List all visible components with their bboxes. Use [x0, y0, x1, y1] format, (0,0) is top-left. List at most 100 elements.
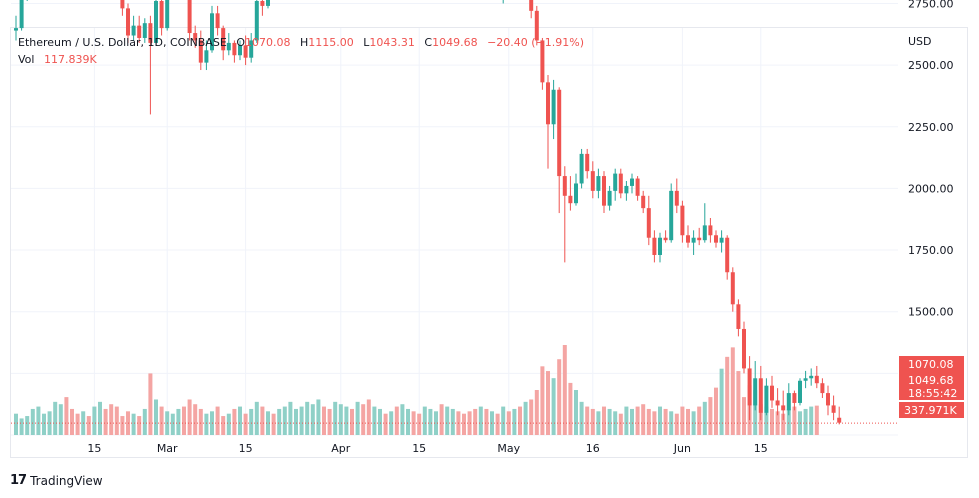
volume-bar — [254, 401, 259, 435]
candle-body — [814, 375, 819, 384]
volume-bar — [25, 416, 30, 435]
open-value: 1070.08 — [244, 36, 291, 49]
volume-bar — [383, 413, 388, 435]
candle-body — [215, 13, 220, 29]
volume-bar — [142, 408, 147, 435]
candle-body — [747, 368, 752, 406]
time-tick-label: 15 — [412, 442, 426, 455]
time-tick-label: Mar — [157, 442, 178, 455]
volume-bar — [19, 418, 24, 435]
volume-bar — [434, 411, 438, 435]
candle-body — [742, 328, 746, 369]
volume-bar — [170, 413, 175, 435]
candle-body — [187, 0, 192, 34]
price-axis[interactable]: 3500.003250.003000.002750.002500.002250.… — [908, 0, 954, 380]
candle-body — [546, 82, 550, 125]
volume-bar — [86, 416, 91, 435]
candle-body — [232, 42, 237, 56]
candle-body — [792, 393, 797, 403]
volume-bar — [333, 401, 338, 435]
candle-body — [14, 28, 18, 31]
volume-bar — [809, 406, 814, 435]
volume-bar — [182, 406, 186, 435]
volume-bar — [490, 411, 494, 435]
candle-body — [131, 25, 136, 36]
symbol-title[interactable]: Ethereum / U.S. Dollar, 1D, COINBASE — [18, 36, 227, 49]
tradingview-logo[interactable]: 17 TradingView — [10, 473, 103, 488]
volume-bar — [478, 406, 483, 435]
volume-row: Vol 117.839K — [18, 51, 584, 68]
candle-body — [697, 237, 702, 241]
candle-body — [630, 178, 634, 186]
volume-bar — [154, 399, 158, 435]
volume-bar — [613, 411, 618, 435]
candle-body — [820, 383, 825, 394]
chart-frame — [10, 27, 968, 458]
volume-title[interactable]: Vol — [18, 53, 35, 66]
candle-body — [753, 378, 758, 406]
volume-bar — [736, 371, 741, 435]
volume-bar — [624, 406, 629, 435]
volume-bar — [260, 406, 265, 435]
volume-bar — [680, 406, 685, 435]
volume-bar — [579, 401, 584, 435]
volume-bar — [540, 366, 545, 435]
volume-bar — [288, 401, 293, 435]
volume-bar — [98, 401, 102, 435]
volume-bar — [221, 416, 226, 435]
volume-bar — [366, 399, 371, 435]
candle-body — [534, 10, 539, 41]
volume-bar — [417, 413, 422, 435]
volume-bar — [406, 408, 410, 435]
candle-body — [826, 393, 830, 406]
volume-bar — [215, 406, 220, 435]
volume-bar — [176, 408, 181, 435]
volume-bar — [691, 411, 696, 435]
grid — [11, 2, 898, 436]
volume-bar — [534, 390, 539, 435]
time-tick-label: May — [497, 442, 520, 455]
volume-bar — [294, 408, 298, 435]
volume-bar — [719, 368, 724, 435]
volume-bar — [814, 405, 819, 435]
candle-body — [646, 208, 651, 238]
candle-body — [540, 40, 545, 83]
volume-bar — [316, 399, 321, 435]
time-tick-label: Jun — [673, 442, 691, 455]
volume-bar — [305, 401, 310, 435]
volume-bar — [198, 408, 203, 435]
volume-bar — [249, 408, 254, 435]
time-axis[interactable]: 15 Mar 15 Apr 15 May 16 Jun 15 — [87, 442, 767, 455]
candle-body — [266, 0, 270, 6]
candle-body — [809, 375, 814, 379]
volume-bar — [702, 401, 707, 435]
volume-bar — [266, 411, 270, 435]
time-tick-label: 16 — [586, 442, 600, 455]
price-tick-label: 2000.00 — [908, 182, 954, 195]
currency-label[interactable]: USD — [908, 35, 932, 48]
volume-bar — [193, 404, 198, 435]
volume-bar — [92, 406, 97, 435]
open-price-label: 1070.08 — [908, 358, 954, 371]
change-value: −20.40 (−1.91%) — [487, 36, 585, 49]
ohlc-row: Ethereum / U.S. Dollar, 1D, COINBASE O10… — [18, 34, 584, 51]
candle-body — [568, 195, 573, 204]
candle-body — [618, 173, 623, 194]
volume-bar — [53, 401, 58, 435]
candle-body — [590, 171, 595, 191]
candle-body — [758, 378, 763, 413]
volume-bar — [618, 413, 623, 435]
volume-bar — [641, 404, 646, 435]
volume-bar — [495, 413, 500, 435]
candle-body — [680, 205, 685, 236]
candle-body — [249, 40, 254, 58]
volume-bar — [187, 399, 192, 435]
volume-bar — [770, 408, 774, 435]
candle-body — [663, 237, 668, 241]
close-price-badge — [899, 372, 964, 400]
time-tick-label: 15 — [87, 442, 101, 455]
candle-body — [198, 40, 203, 63]
candle-body — [730, 272, 735, 305]
close-label: C — [424, 36, 433, 49]
